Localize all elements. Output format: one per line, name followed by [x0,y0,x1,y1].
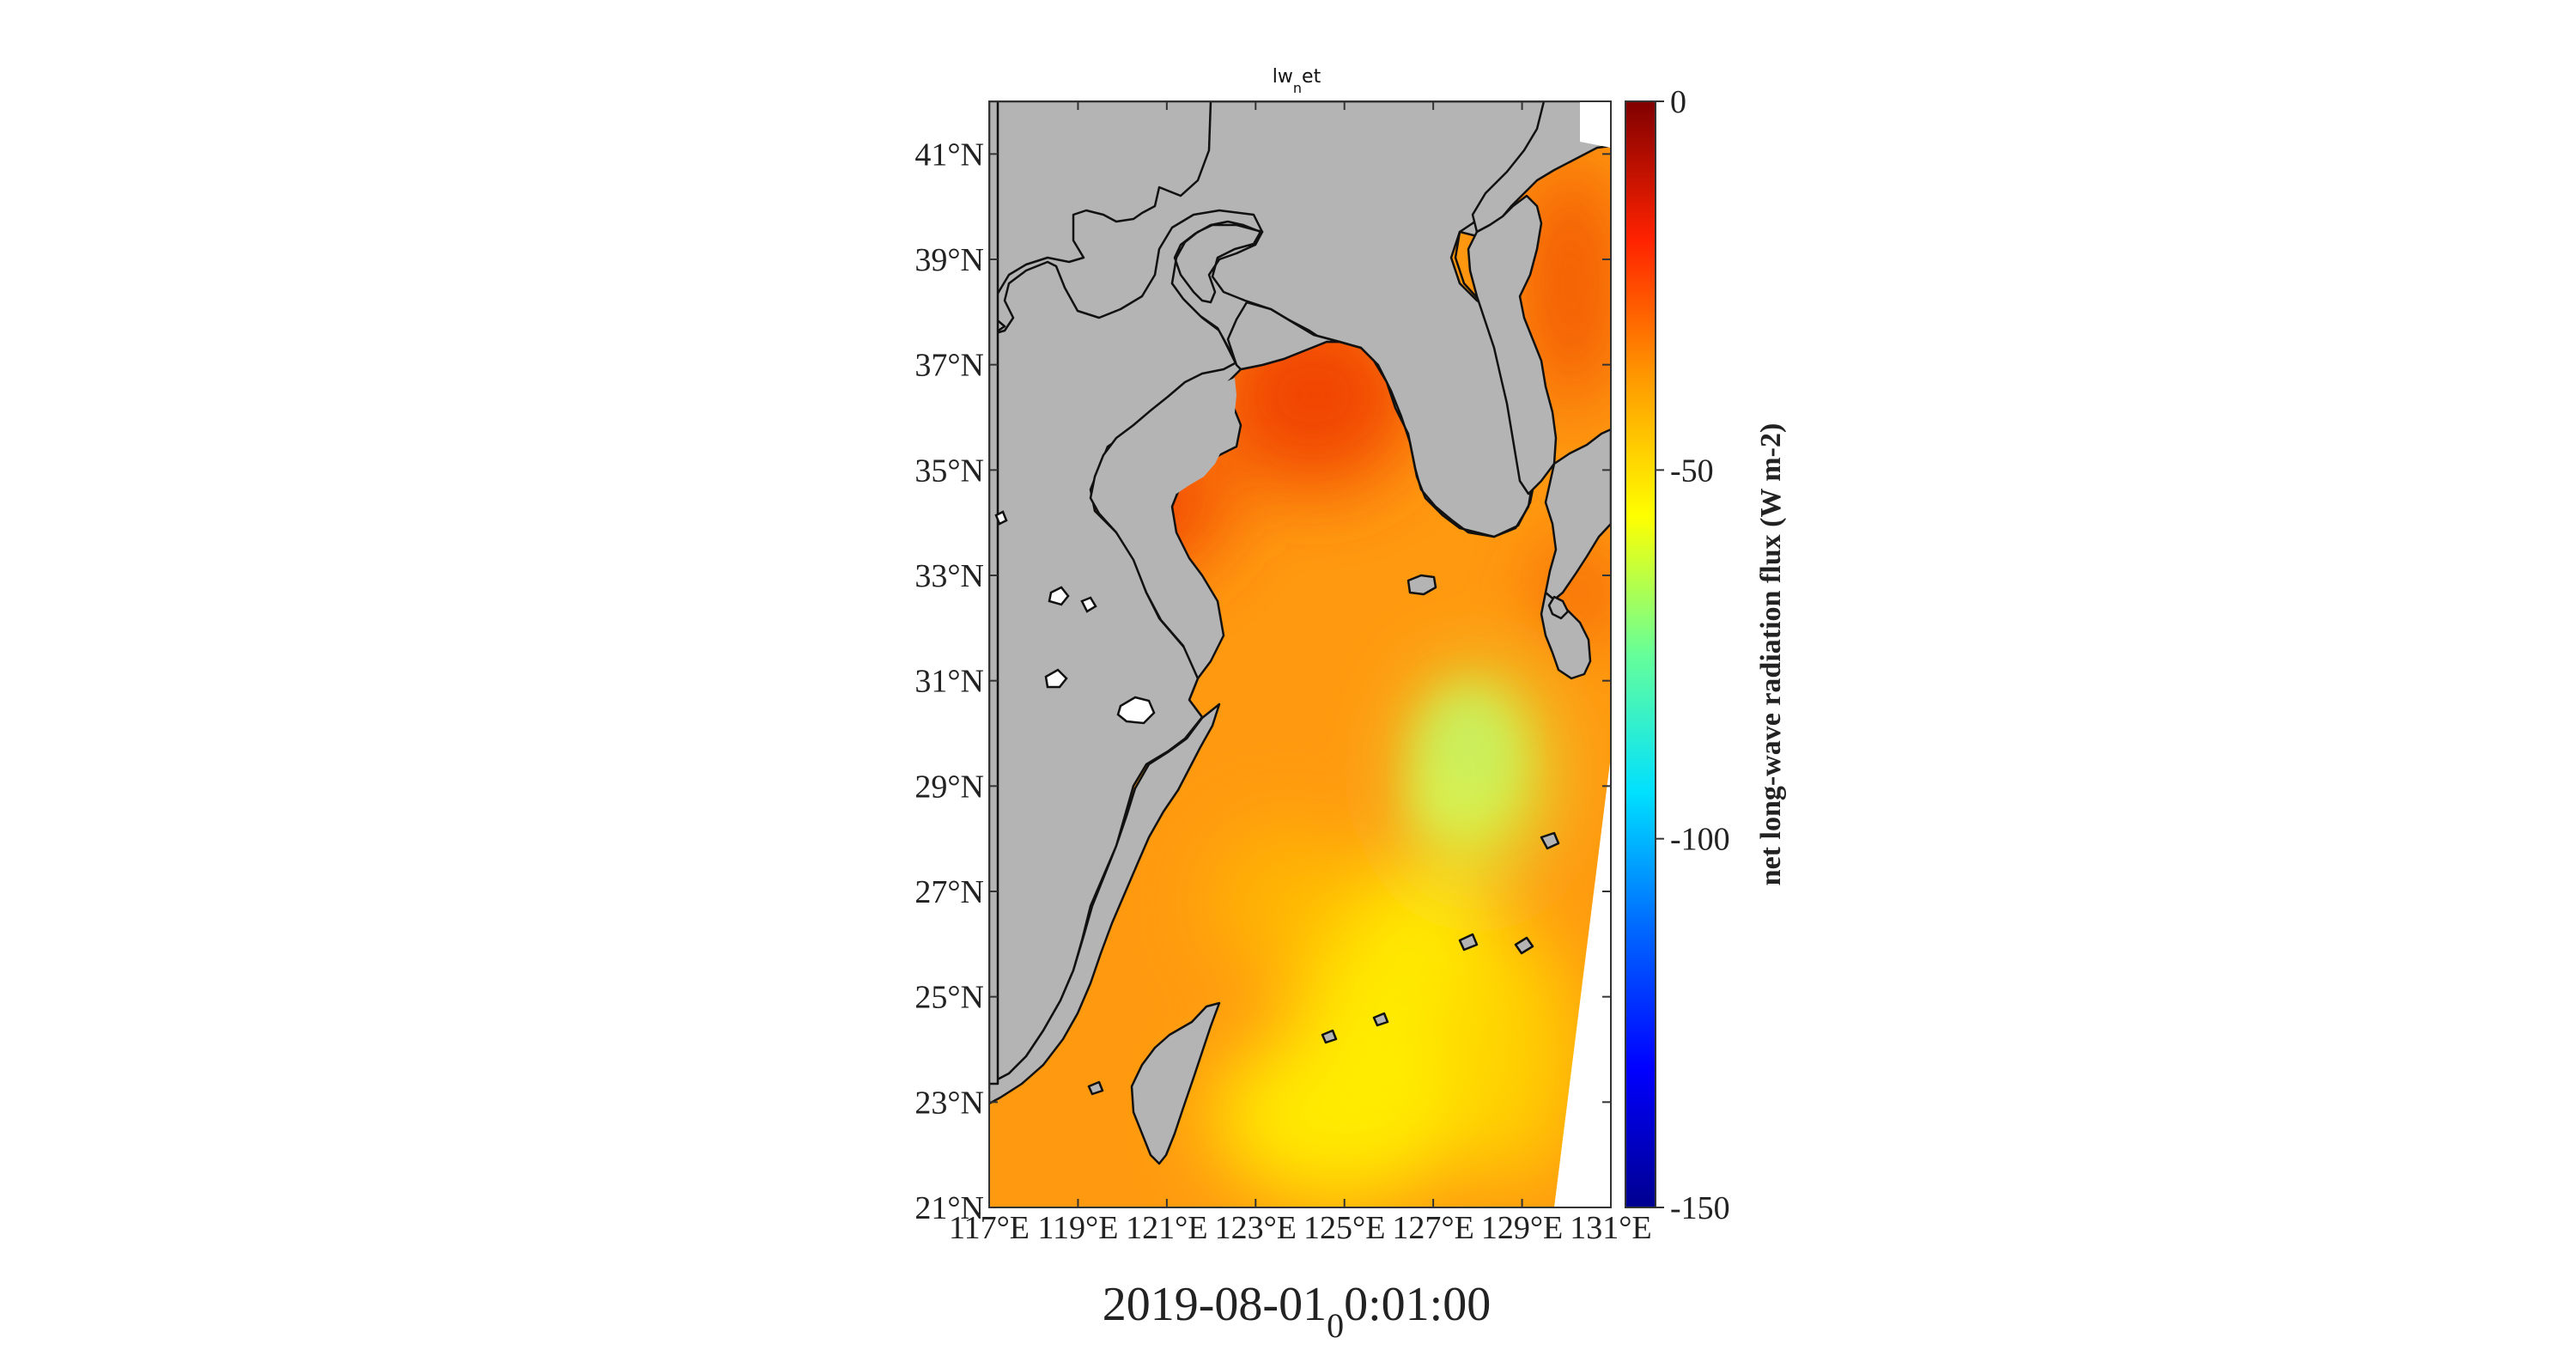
lat-tick-label: 31°N [914,664,984,700]
no-data-top [1580,101,1611,148]
map-frame [988,100,1612,1208]
lat-tick-label: 39°N [914,242,984,278]
lat-tick-label: 21°N [914,1190,984,1226]
colorbar [1625,100,1656,1208]
lat-tick-label: 27°N [914,874,984,910]
longitude-axis: 117°E 119°E 121°E 123°E 125°E 127°E 129°E 131°E [949,101,1652,1246]
lat-tick-label: 37°N [914,348,984,384]
lat-tick-label: 25°N [914,980,984,1016]
colorbar-tick-label: -50 [1670,453,1714,489]
lon-tick-label: 129°E [1481,1210,1563,1246]
colorbar-tick-label: -100 [1670,822,1730,858]
colorbar-tick-label: -150 [1670,1190,1730,1226]
lon-tick-label: 127°E [1392,1210,1473,1246]
lon-tick-label: 117°E [949,1210,1030,1246]
lat-tick-label: 29°N [914,769,984,805]
map-title-main: lw [1273,66,1293,88]
timestamp-main: 2019-08-01 [1103,1278,1327,1331]
lat-tick-label: 23°N [914,1085,984,1121]
no-data-swath [1554,756,1611,1207]
colorbar-title: net long-wave radiation flux (W m-2) [1755,423,1787,886]
latitude-axis: 21°N 23°N 25°N 27°N 29°N 31°N 33°N 35°N 37°N 39°N… [914,137,1611,1226]
timestamp-sub: 0 [1327,1306,1344,1345]
lon-tick-label: 125°E [1303,1210,1385,1246]
colorbar-tick-label: 0 [1670,84,1686,120]
lat-tick-label: 33°N [914,558,984,594]
map-title-tail: et [1302,66,1321,88]
lon-tick-label: 131°E [1570,1210,1651,1246]
timestamp-tail: 0:01:00 [1344,1278,1491,1331]
lon-tick-label: 123°E [1215,1210,1297,1246]
lat-tick-label: 35°N [914,453,984,489]
map-area [989,101,1611,1207]
map-title-sub: n [1293,80,1302,96]
lon-tick-label: 121°E [1126,1210,1207,1246]
lakes [994,510,1156,725]
flux-field-minimum [1417,691,1516,833]
map-title: lwnet [1273,66,1321,96]
lat-tick-label: 41°N [914,137,984,173]
colorbar-axis: 0 -50 -100 -150 [1656,84,1730,1226]
land-masses [989,101,1611,1165]
lon-tick-label: 119°E [1037,1210,1118,1246]
timestamp: 2019-08-0100:01:00 [1103,1278,1491,1345]
